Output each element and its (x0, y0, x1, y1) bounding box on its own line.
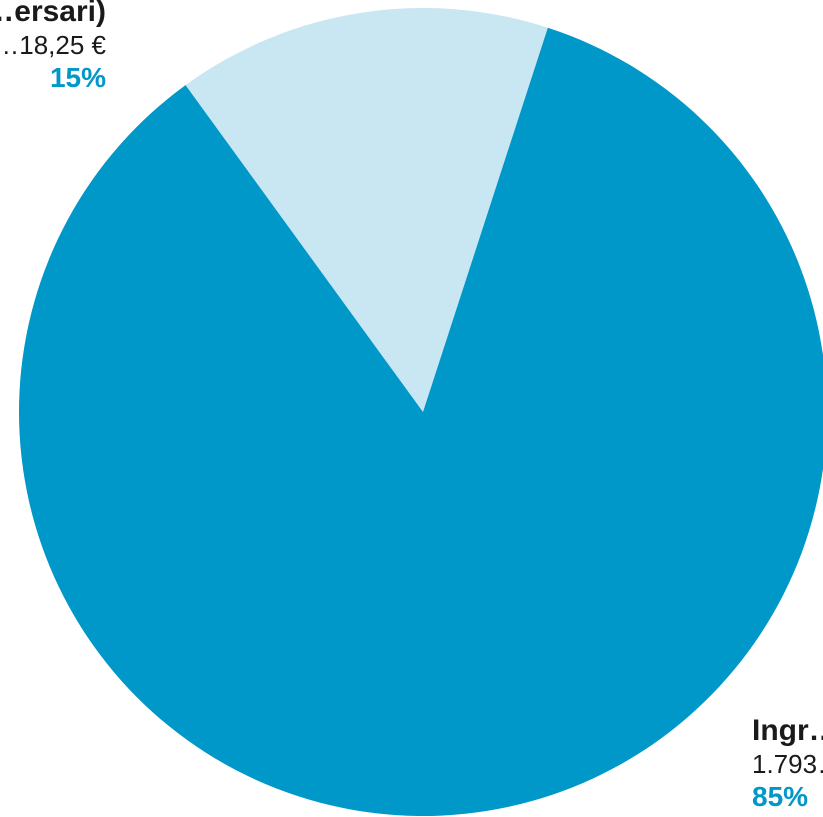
pie-slice-1 (19, 27, 823, 816)
slice-amount: …18,25 € (0, 30, 106, 60)
slice-name: Ingr… (752, 714, 823, 747)
slice-label-top-left: …ersari) …18,25 € 15% (0, 0, 106, 95)
slice-percent: 85% (752, 781, 809, 813)
slice-name: …ersari) (0, 0, 106, 28)
slice-amount: 1.793… (752, 749, 823, 779)
slice-percent: 15% (49, 62, 106, 94)
slice-label-bottom-right: Ingr… 1.793… 85% (752, 713, 823, 814)
pie-slice-0 (185, 7, 548, 413)
